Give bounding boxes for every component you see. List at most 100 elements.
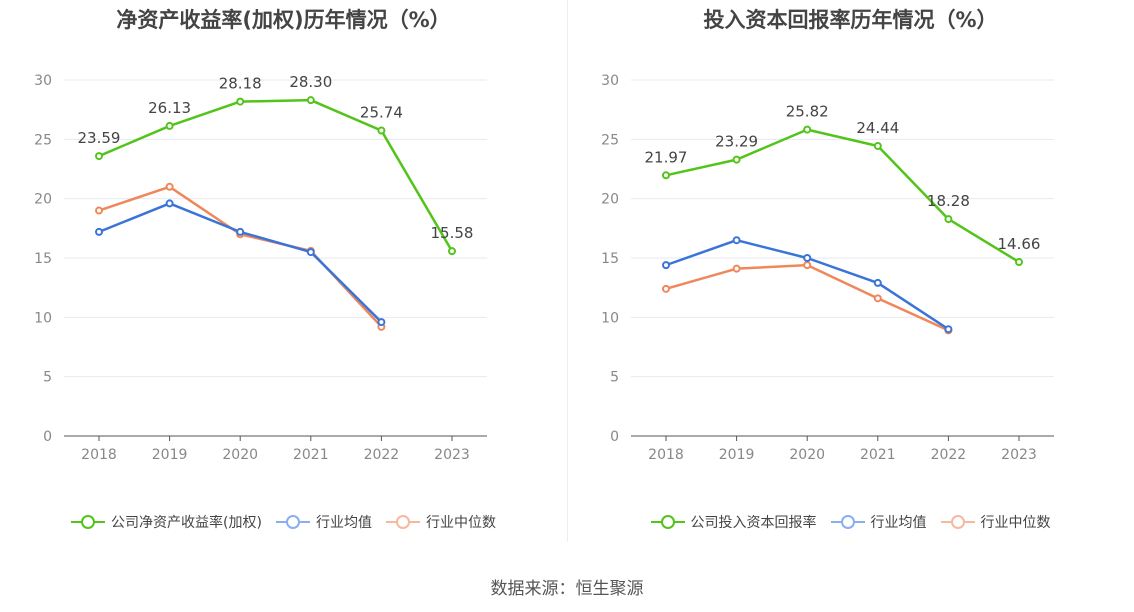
data-point-company — [165, 121, 174, 130]
legend-marker — [950, 515, 965, 529]
y-tick-label: 10 — [34, 310, 52, 326]
y-tick-label: 20 — [601, 192, 619, 208]
data-label: 28.30 — [289, 73, 332, 91]
chart-title: 净资产收益率(加权)历年情况（%） — [116, 8, 451, 32]
roic-chart-panel: 投入资本回报率历年情况（%） 0 5 10 15 20 25 30 2018 2019 2020 2… — [567, 0, 1134, 560]
data-label: 15.58 — [431, 224, 474, 242]
data-point-industry-median — [95, 206, 103, 215]
data-point-company — [377, 126, 386, 135]
data-source-note: 数据来源：恒生聚源 — [490, 579, 644, 599]
data-point-industry-median — [732, 264, 741, 273]
data-label: 25.74 — [360, 104, 403, 122]
x-tick-label: 2021 — [860, 447, 896, 463]
data-point-company — [944, 215, 953, 224]
series-line-industry-median — [665, 263, 949, 332]
legend-label: 公司净资产收益率(加权) — [111, 515, 262, 531]
x-tick-label: 2021 — [293, 447, 329, 463]
data-label: 21.97 — [645, 148, 688, 166]
data-label: 14.66 — [998, 235, 1041, 253]
x-tick-label: 2018 — [648, 447, 684, 463]
legend-median-swatch-icon — [385, 515, 420, 529]
x-tick-label: 2019 — [152, 447, 188, 463]
data-label: 23.59 — [78, 129, 121, 147]
y-tick-label: 0 — [610, 429, 619, 445]
legend-median-swatch-icon — [940, 515, 975, 529]
data-label: 28.18 — [219, 75, 262, 93]
x-tick-label: 2023 — [1001, 447, 1037, 463]
panel-divider — [567, 0, 568, 542]
legend-label: 行业均值 — [870, 515, 927, 531]
y-tick-label: 30 — [601, 73, 619, 89]
legend-company-swatch-icon — [650, 515, 685, 529]
data-point-industry-avg — [306, 248, 315, 257]
data-point-industry-median — [803, 261, 812, 270]
data-label: 24.44 — [856, 119, 899, 137]
data-point-industry-avg — [662, 261, 670, 270]
data-point-company — [732, 155, 741, 164]
y-tick-label: 0 — [43, 429, 52, 445]
chart-legend: 公司净资产收益率(加权) 行业均值 行业中位数 — [0, 510, 567, 534]
data-point-industry-avg — [95, 227, 103, 236]
y-tick-label: 30 — [34, 73, 52, 89]
legend-item-company[interactable]: 公司净资产收益率(加权) — [71, 512, 262, 532]
data-point-industry-avg — [732, 236, 741, 245]
x-tick-label: 2022 — [364, 447, 400, 463]
legend-item-avg[interactable]: 行业均值 — [830, 512, 927, 532]
data-label: 18.28 — [927, 192, 970, 210]
legend-marker — [81, 515, 96, 529]
data-point-company — [662, 171, 670, 180]
data-point-company — [306, 96, 315, 105]
y-tick-label: 10 — [601, 310, 619, 326]
data-label: 26.13 — [148, 99, 191, 117]
x-tick-label: 2020 — [789, 447, 825, 463]
data-point-industry-avg — [377, 318, 386, 327]
x-tick-label: 2022 — [931, 447, 967, 463]
data-point-industry-avg — [944, 325, 953, 334]
series-line-industry-avg — [98, 202, 383, 323]
chart-title: 投入资本回报率历年情况（%） — [703, 8, 998, 32]
y-tick-label: 25 — [601, 132, 619, 148]
x-tick-label: 2020 — [222, 447, 258, 463]
legend-label: 行业均值 — [315, 515, 372, 531]
data-point-industry-median — [873, 294, 882, 303]
roe-line-chart: 0 5 10 15 20 25 30 2018 2019 2020 2021 2022 2023 23.5… — [34, 73, 487, 463]
y-tick-label: 15 — [601, 251, 619, 267]
series-line-industry-median — [98, 185, 383, 328]
legend-marker — [285, 515, 300, 529]
data-point-company — [448, 247, 456, 256]
x-tick-label: 2019 — [719, 447, 755, 463]
data-point-industry-avg — [803, 254, 812, 262]
chart-legend: 公司投入资本回报率 行业均值 行业中位数 — [567, 510, 1134, 534]
y-tick-label: 20 — [34, 192, 52, 208]
data-point-company — [95, 152, 103, 161]
data-point-company — [236, 97, 245, 106]
legend-company-swatch-icon — [71, 515, 106, 529]
roic-line-chart: 0 5 10 15 20 25 30 2018 2019 2020 2021 2022 2023 21.9… — [601, 73, 1054, 463]
data-point-company — [1015, 258, 1023, 267]
data-label: 23.29 — [715, 133, 758, 151]
data-point-industry-avg — [873, 278, 882, 287]
y-tick-label: 5 — [43, 370, 52, 386]
legend-marker — [395, 515, 410, 529]
data-point-company — [803, 125, 812, 134]
series-line-industry-avg — [665, 238, 950, 331]
legend-item-company[interactable]: 公司投入资本回报率 — [650, 512, 817, 532]
data-point-industry-avg — [236, 227, 245, 236]
x-tick-label: 2018 — [81, 447, 117, 463]
data-label: 25.82 — [786, 103, 829, 121]
series-line-company — [98, 98, 454, 252]
legend-marker — [660, 515, 675, 529]
legend-label: 公司投入资本回报率 — [690, 515, 817, 531]
legend-avg-swatch-icon — [830, 515, 865, 529]
series-line-company — [665, 128, 1020, 264]
legend-item-avg[interactable]: 行业均值 — [275, 512, 372, 532]
data-point-industry-median — [662, 284, 670, 293]
legend-item-median[interactable]: 行业中位数 — [385, 512, 496, 532]
data-point-industry-median — [165, 182, 174, 191]
y-tick-label: 25 — [34, 132, 52, 148]
x-tick-label: 2023 — [434, 447, 470, 463]
legend-marker — [840, 515, 855, 529]
y-tick-label: 15 — [34, 251, 52, 267]
data-point-company — [873, 141, 882, 150]
legend-item-median[interactable]: 行业中位数 — [940, 512, 1051, 532]
